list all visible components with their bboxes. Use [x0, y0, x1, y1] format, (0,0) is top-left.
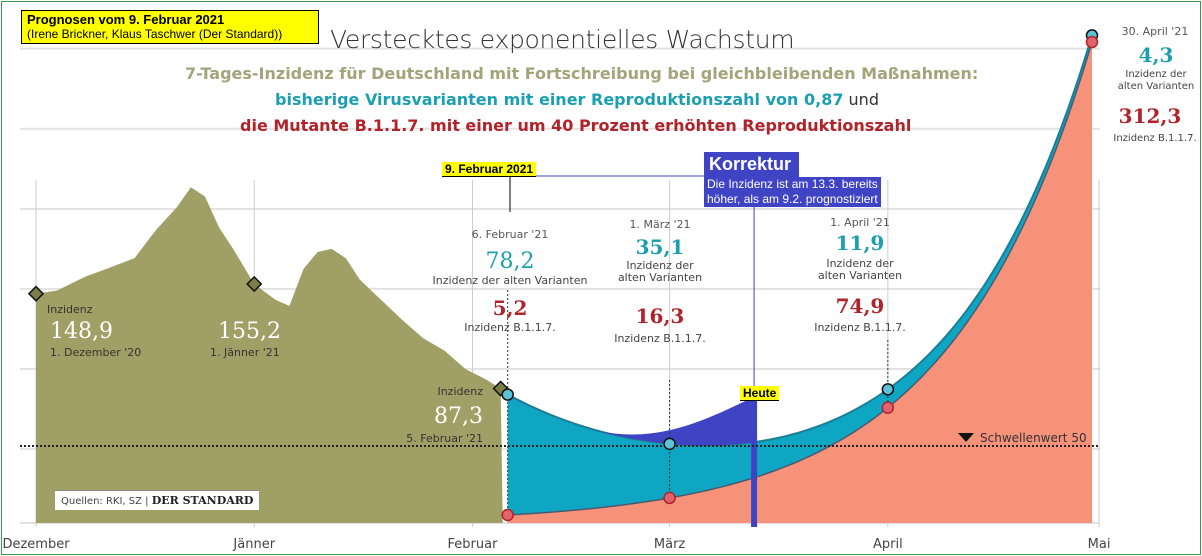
source-text: Quellen: RKI, SZ: [61, 496, 142, 507]
subtitle-und: und: [843, 90, 879, 109]
korrektur-box: Korrektur Die Inzidenz ist am 13.3. bere…: [704, 152, 881, 207]
old-variants-point: [881, 383, 895, 396]
history-point: [246, 275, 263, 293]
label-apr-old-caption2: alten Varianten: [818, 269, 902, 282]
subtitle-line3: die Mutante B.1.1.7. mit einer um 40 Pro…: [240, 116, 912, 135]
b117-area: [507, 42, 1092, 524]
threshold-marker-icon: [958, 433, 974, 442]
source-brand: DER STANDARD: [151, 494, 254, 507]
label-apr30-b117: 312,3: [1119, 104, 1182, 128]
label-apr-date: 1. April '21: [830, 216, 890, 229]
history-point: [27, 285, 45, 302]
heute-label: Heute: [740, 386, 780, 401]
x-tick-label: Februar: [448, 537, 499, 552]
label-dec-caption: Inzidenz: [47, 303, 93, 316]
korrektur-line2: höher, als am 9.2. prognostiziert: [707, 192, 878, 206]
label-feb6-old: 78,2: [486, 249, 535, 274]
label-apr-old: 11,9: [836, 231, 885, 255]
x-tick-label: Mai: [1088, 537, 1111, 552]
subtitle-old-variants: bisherige Virusvarianten mit einer Repro…: [275, 90, 844, 109]
threshold-label: Schwellenwert 50: [980, 431, 1087, 445]
b117-point: [881, 401, 895, 414]
label-jan-date: 1. Jänner '21: [210, 346, 280, 359]
korrektur-line1: Die Inzidenz ist am 13.3. bereits: [707, 177, 878, 191]
label-feb6-date: 6. Februar '21: [472, 228, 549, 241]
label-feb5-caption: Inzidenz: [437, 385, 483, 398]
b117-line: [507, 41, 1093, 516]
b117-point: [663, 491, 676, 505]
forecast-note: Prognosen vom 9. Februar 2021 (Irene Bri…: [21, 10, 319, 44]
label-apr30-date: 30. April '21: [1122, 25, 1189, 38]
label-dec-value: 148,9: [50, 319, 113, 344]
feb9-label: 9. Februar 2021: [442, 162, 537, 177]
old-variants-point: [663, 437, 676, 451]
label-apr30-b117-caption: Inzidenz B.1.1.7.: [1113, 133, 1196, 144]
label-apr30-old: 4,3: [1139, 43, 1174, 67]
note-title: Prognosen vom 9. Februar 2021: [27, 12, 225, 27]
korrektur-area: [507, 394, 755, 446]
note-subtitle: (Irene Brickner, Klaus Taschwer (Der Sta…: [27, 27, 283, 41]
label-feb6-old-caption: Inzidenz der alten Varianten: [433, 274, 588, 287]
b117-point: [501, 508, 514, 522]
label-feb5-date: 5. Februar '21: [406, 432, 483, 445]
x-tick-label: Jänner: [232, 537, 275, 552]
korrektur-title: Korrektur: [704, 152, 800, 177]
heute-bar: [751, 396, 758, 527]
subtitle-line2: bisherige Virusvarianten mit einer Repro…: [275, 90, 1202, 109]
label-apr-b117: 74,9: [836, 294, 885, 318]
x-tick-label: Dezember: [2, 537, 70, 552]
source-credit: Quellen: RKI, SZ | DER STANDARD: [55, 490, 260, 510]
label-mar-old-caption1: Inzidenz der: [626, 259, 694, 272]
label-mar-b117-caption: Inzidenz B.1.1.7.: [614, 332, 706, 345]
label-feb6-b117-caption: Inzidenz B.1.1.7.: [464, 321, 556, 334]
label-feb6-b117: 5,2: [493, 296, 528, 320]
x-tick-label: April: [873, 537, 903, 552]
label-apr-old-caption1: Inzidenz der: [826, 257, 894, 270]
subtitle-line1: 7-Tages-Inzidenz für Deutschland mit For…: [185, 64, 979, 83]
history-area: [36, 187, 503, 523]
chart-title: Verstecktes exponentielles Wachstum: [330, 25, 795, 54]
label-mar-date: 1. März '21: [629, 218, 690, 231]
label-jan-value: 155,2: [218, 319, 281, 344]
b117-point: [1085, 35, 1099, 49]
old-variants-point: [501, 388, 514, 401]
label-apr-b117-caption: Inzidenz B.1.1.7.: [814, 321, 906, 334]
label-mar-b117: 16,3: [636, 304, 685, 328]
label-mar-old: 35,1: [636, 235, 685, 259]
label-mar-old-caption2: alten Varianten: [618, 271, 702, 284]
label-apr30-old-caption2: alten Varianten: [1118, 81, 1194, 92]
label-apr30-old-caption1: Inzidenz der: [1125, 69, 1187, 80]
label-dec-date: 1. Dezember '20: [50, 346, 141, 359]
x-tick-label: März: [654, 537, 686, 552]
label-feb5-value: 87,3: [434, 404, 483, 429]
